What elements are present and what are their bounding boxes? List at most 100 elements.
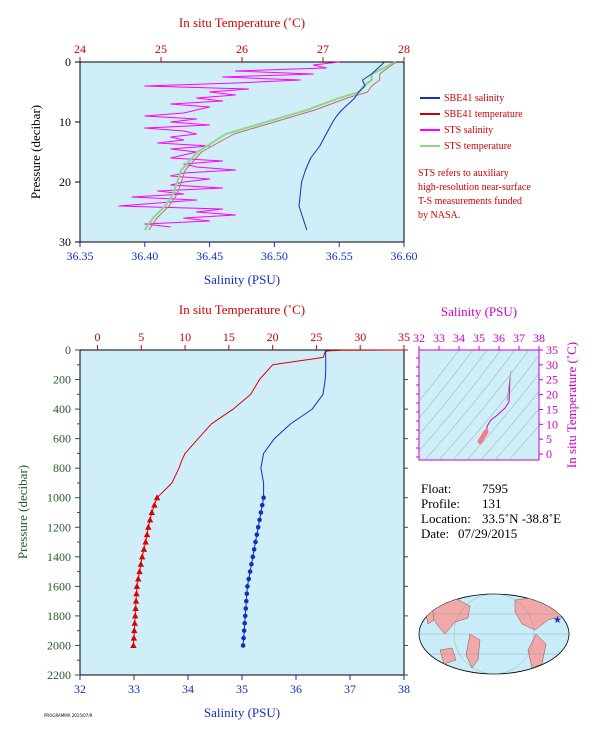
bottom-sal-tick-label: 33 [128, 682, 140, 696]
map-graticule [419, 594, 569, 674]
bottom-series-group [130, 349, 405, 648]
date-label: Date: [421, 526, 449, 541]
top-pressure-tick-label: 30 [59, 235, 71, 249]
sbe41-salinity-line [298, 61, 385, 231]
ts-temp-axis-title: In situ Temperature (˚C) [564, 342, 579, 468]
bottom-pressure-tick-label: 0 [65, 343, 71, 357]
bottom-temp-tick-label: 35 [398, 330, 410, 344]
salinity-marker [261, 495, 266, 501]
bottom-pressure-tick-label: 200 [53, 373, 71, 387]
bottom-pressure-tick-label: 800 [53, 461, 71, 475]
bottom-pressure-tick-label: 1800 [47, 609, 71, 623]
bottom-pressure-tick-label: 1000 [47, 491, 71, 505]
profile-value: 131 [482, 496, 502, 511]
temperature-marker [153, 494, 161, 501]
ts-temp-tick-label: 0 [546, 447, 552, 461]
bottom-pressure-axis-title: Pressure (decibar) [15, 465, 30, 559]
ts-sal-tick-label: 33 [433, 331, 445, 345]
top-legend: SBE41 salinity SBE41 temperature STS sal… [418, 93, 531, 221]
legend-label-sbe41-salinity: SBE41 salinity [444, 93, 504, 104]
float-label: Float: [421, 481, 451, 496]
ts-temp-tick-label: 15 [546, 402, 558, 416]
top-temp-tick-label: 25 [155, 42, 167, 56]
temperature-marker [130, 641, 137, 648]
ts-sal-axis-title: Salinity (PSU) [441, 304, 517, 319]
top-series-group [118, 61, 397, 231]
ts-isopycnal [508, 425, 539, 460]
float-info: Float: 7595 Profile: 131 Location: 33.5˚… [421, 481, 561, 541]
ts-sal-tick-label: 38 [533, 331, 545, 345]
legend-label-sts-salinity: STS salinity [444, 125, 493, 136]
ts-isopycnal [424, 350, 516, 460]
bottom-temp-tick-label: 15 [223, 330, 235, 344]
bottom-pressure-tick-label: 600 [53, 432, 71, 446]
bottom-chart: In situ Temperature (˚C) Salinity (PSU) … [15, 302, 410, 720]
ts-sal-tick-label: 36 [493, 331, 505, 345]
salinity-marker [241, 628, 247, 633]
bottom-pressure-tick-label: 1600 [47, 579, 71, 593]
bottom-sal-tick-label: 34 [182, 682, 194, 696]
ts-deep-segment [477, 429, 489, 445]
temperature-marker [143, 531, 151, 538]
top-axis-ticks: 24 25 26 27 28 36.35 36.40 36.45 36.50 36.55 36.60… [59, 42, 418, 263]
salinity-marker [255, 524, 261, 530]
top-sal-tick-label: 36.60 [391, 249, 418, 263]
ts-temp-tick-label: 20 [546, 388, 558, 402]
location-value: 33.5˚N -38.8˚E [482, 511, 561, 526]
ts-sal-tick-label: 35 [473, 331, 485, 345]
salinity-marker [247, 569, 253, 574]
temperature-marker [142, 538, 149, 545]
salinity-marker [257, 517, 262, 523]
salinity-marker [242, 613, 248, 619]
temperature-marker [131, 627, 138, 634]
float-value: 7595 [482, 481, 508, 496]
world-map: ★ [418, 593, 570, 675]
top-temp-tick-label: 26 [236, 42, 248, 56]
temperature-marker [132, 605, 139, 612]
ts-sal-tick-label: 37 [513, 331, 525, 345]
top-sal-tick-label: 36.40 [131, 249, 158, 263]
bottom-temp-tick-label: 0 [95, 330, 101, 344]
ts-sal-tick-label: 34 [453, 331, 465, 345]
temperature-marker [146, 516, 154, 523]
sts-note-line-2: high-resolution near-surface [418, 182, 531, 193]
top-pressure-tick-label: 20 [59, 175, 71, 189]
temperature-marker [137, 560, 145, 567]
top-pressure-tick-label: 10 [59, 115, 71, 129]
legend-label-sts-temperature: STS temperature [444, 141, 512, 152]
top-temp-tick-label: 24 [74, 42, 86, 56]
ts-isopycnal [419, 350, 460, 402]
legend-label-sbe41-temperature: SBE41 temperature [444, 109, 523, 120]
bottom-pressure-tick-label: 400 [53, 402, 71, 416]
temperature-marker [136, 568, 143, 575]
bottom-temp-tick-label: 25 [310, 330, 322, 344]
salinity-marker [250, 554, 256, 560]
ts-temp-tick-label: 35 [546, 343, 558, 357]
ts-surface-segment [506, 370, 512, 401]
salinity-marker [253, 539, 258, 545]
top-sal-tick-label: 36.45 [196, 249, 223, 263]
salinity-marker [243, 606, 249, 611]
bottom-pressure-tick-label: 1400 [47, 550, 71, 564]
bottom-temp-tick-label: 30 [354, 330, 366, 344]
top-pressure-axis-title: Pressure (decibar) [28, 105, 43, 199]
ts-temp-tick-label: 25 [546, 373, 558, 387]
salinity-marker [241, 635, 246, 641]
salinity-marker [246, 576, 252, 582]
ts-sal-tick-label: 32 [413, 331, 425, 345]
bottom-pressure-tick-label: 2200 [47, 668, 71, 682]
bottom-temp-tick-label: 5 [138, 330, 144, 344]
location-label: Location: [421, 511, 471, 526]
salinity-marker [249, 561, 254, 567]
top-plot-area [79, 61, 405, 243]
ts-isopycnal [480, 391, 539, 460]
ts-isopycnal [419, 350, 502, 452]
temperature-marker [130, 634, 138, 641]
ts-temp-tick-label: 30 [546, 358, 558, 372]
temperature-marker [145, 523, 152, 530]
bottom-sal-tick-label: 32 [74, 682, 86, 696]
top-chart: In situ Temperature (˚C) Salinity (PSU) … [28, 15, 418, 287]
ts-isopycnal [419, 350, 474, 419]
salinity-profile-line [242, 350, 327, 646]
temperature-marker [140, 545, 148, 552]
